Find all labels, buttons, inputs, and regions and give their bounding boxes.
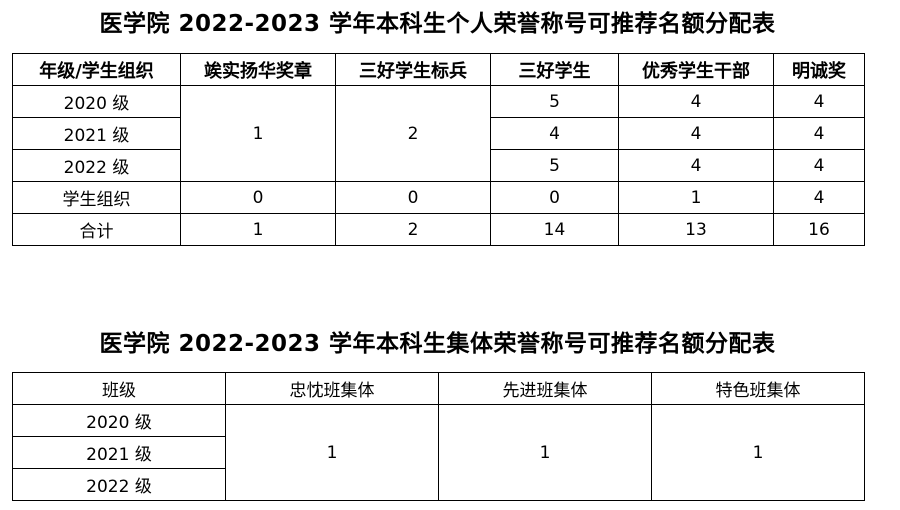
header-cell: 忠忱班集体 (225, 372, 439, 405)
cell: 2 (335, 213, 491, 246)
merged-cell: 1 (651, 404, 865, 501)
row-label: 合计 (12, 213, 181, 246)
table-row: 学生组织 0 0 0 1 4 (12, 181, 865, 214)
header-cell: 班级 (12, 372, 226, 405)
row-label: 2020 级 (12, 85, 181, 118)
cell: 4 (773, 117, 865, 150)
header-cell: 竢实扬华奖章 (180, 53, 336, 86)
merged-cell: 2 (335, 85, 491, 182)
merged-cell: 1 (438, 404, 652, 501)
header-cell: 年级/学生组织 (12, 53, 181, 86)
row-label: 学生组织 (12, 181, 181, 214)
cell: 14 (490, 213, 619, 246)
header-cell: 特色班集体 (651, 372, 865, 405)
table-row: 2020 级 1 2 5 4 4 (12, 85, 865, 182)
cell: 0 (335, 181, 491, 214)
table2-title: 医学院 2022-2023 学年本科生集体荣誉称号可推荐名额分配表 (99, 331, 776, 357)
cell: 4 (618, 117, 774, 150)
table-row: 2022 级 5 4 4 (12, 149, 865, 182)
row-label: 2021 级 (12, 436, 226, 469)
table-row: 2021 级 4 4 4 (12, 117, 865, 150)
row-label: 2020 级 (12, 404, 226, 437)
cell: 0 (180, 181, 336, 214)
cell: 1 (180, 213, 336, 246)
collective-honors-table: 班级 忠忱班集体 先进班集体 特色班集体 2020 级 1 1 1 2021 级… (12, 372, 865, 501)
row-label: 2021 级 (12, 117, 181, 150)
cell: 4 (773, 181, 865, 214)
cell: 4 (618, 149, 774, 182)
cell: 5 (490, 149, 619, 182)
cell: 5 (490, 85, 619, 118)
table-header-row: 班级 忠忱班集体 先进班集体 特色班集体 (12, 372, 865, 405)
table1-title: 医学院 2022-2023 学年本科生个人荣誉称号可推荐名额分配表 (99, 11, 776, 37)
cell: 4 (773, 85, 865, 118)
header-cell: 优秀学生干部 (618, 53, 774, 86)
table-row: 2022 级 (12, 468, 865, 501)
header-cell: 先进班集体 (438, 372, 652, 405)
row-label: 2022 级 (12, 149, 181, 182)
individual-honors-table: 年级/学生组织 竢实扬华奖章 三好学生标兵 三好学生 优秀学生干部 明诚奖 20… (12, 53, 865, 246)
row-label: 2022 级 (12, 468, 226, 501)
cell: 13 (618, 213, 774, 246)
cell: 4 (490, 117, 619, 150)
total-row: 合计 1 2 14 13 16 (12, 213, 865, 246)
cell: 4 (618, 85, 774, 118)
table-row: 2020 级 1 1 1 (12, 404, 865, 501)
merged-cell: 1 (225, 404, 439, 501)
header-cell: 明诚奖 (773, 53, 865, 86)
cell: 1 (618, 181, 774, 214)
cell: 16 (773, 213, 865, 246)
header-cell: 三好学生 (490, 53, 619, 86)
table-header-row: 年级/学生组织 竢实扬华奖章 三好学生标兵 三好学生 优秀学生干部 明诚奖 (12, 53, 865, 86)
header-cell: 三好学生标兵 (335, 53, 491, 86)
cell: 0 (490, 181, 619, 214)
cell: 4 (773, 149, 865, 182)
merged-cell: 1 (180, 85, 336, 182)
